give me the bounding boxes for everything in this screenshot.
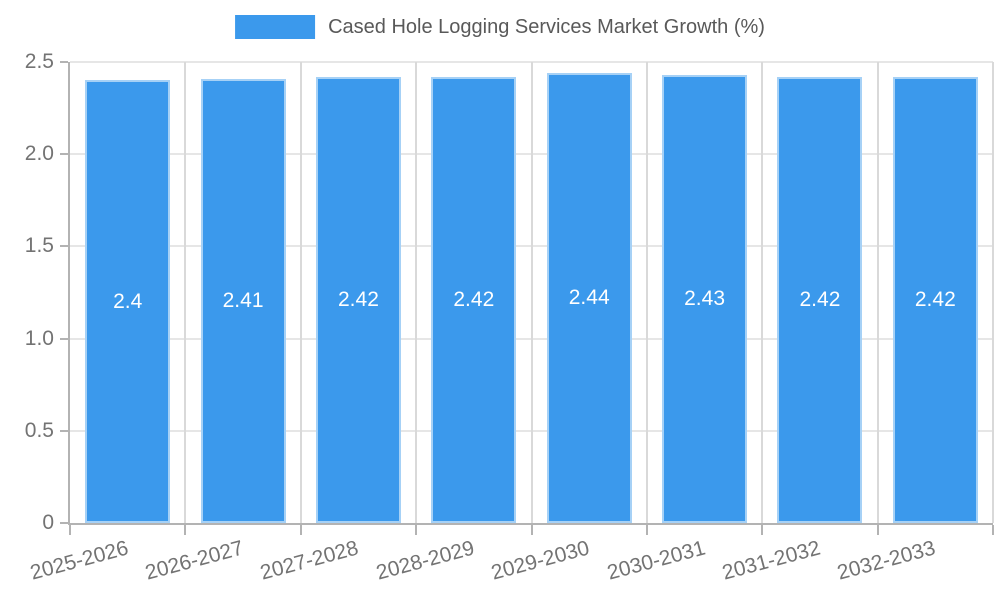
y-tick-label: 0.5 bbox=[24, 418, 54, 442]
x-axis-tick bbox=[530, 525, 533, 535]
x-axis-tick bbox=[761, 525, 764, 535]
bar[interactable] bbox=[315, 76, 401, 523]
x-axis-line bbox=[68, 523, 993, 525]
gridline-vertical bbox=[645, 62, 648, 523]
y-axis-line bbox=[68, 62, 70, 525]
gridline-vertical bbox=[992, 62, 994, 523]
x-axis-tick bbox=[645, 525, 648, 535]
x-axis-tick bbox=[992, 525, 994, 535]
y-tick-label: 1.5 bbox=[24, 234, 54, 258]
y-axis-tick bbox=[60, 522, 68, 524]
bar[interactable] bbox=[85, 80, 171, 523]
bar[interactable] bbox=[662, 74, 748, 523]
y-tick-label: 2.0 bbox=[24, 142, 54, 166]
gridline-vertical bbox=[415, 62, 418, 523]
x-axis-tick bbox=[876, 525, 879, 535]
gridline-vertical bbox=[530, 62, 533, 523]
y-tick-label: 1.0 bbox=[24, 326, 54, 350]
plot-area: 0 0.5 1.0 1.5 2.0 2.5 2.4 2025-2026 2.41 2026-202… bbox=[25, 50, 994, 585]
y-axis-tick bbox=[60, 61, 68, 63]
gridline-vertical bbox=[761, 62, 764, 523]
y-axis-tick bbox=[60, 245, 68, 248]
gridline-vertical bbox=[184, 62, 187, 523]
y-tick-label: 2.5 bbox=[24, 50, 54, 73]
x-axis-tick bbox=[299, 525, 302, 535]
x-axis-tick bbox=[184, 525, 187, 535]
legend-item[interactable]: Cased Hole Logging Services Market Growt… bbox=[235, 15, 765, 39]
gridline-vertical bbox=[299, 62, 302, 523]
bar[interactable] bbox=[546, 73, 632, 523]
legend-label: Cased Hole Logging Services Market Growt… bbox=[328, 15, 765, 38]
legend-swatch bbox=[235, 15, 316, 39]
bar[interactable] bbox=[777, 76, 863, 523]
bar[interactable] bbox=[200, 78, 286, 523]
y-tick-label: 0 bbox=[42, 511, 54, 534]
y-axis-tick bbox=[60, 153, 68, 156]
gridline-vertical bbox=[876, 62, 879, 523]
bar[interactable] bbox=[892, 76, 978, 523]
x-axis-tick bbox=[69, 525, 71, 535]
x-axis-tick bbox=[415, 525, 418, 535]
bar[interactable] bbox=[431, 76, 517, 523]
y-axis-tick bbox=[60, 337, 68, 340]
y-axis-tick bbox=[60, 429, 68, 432]
